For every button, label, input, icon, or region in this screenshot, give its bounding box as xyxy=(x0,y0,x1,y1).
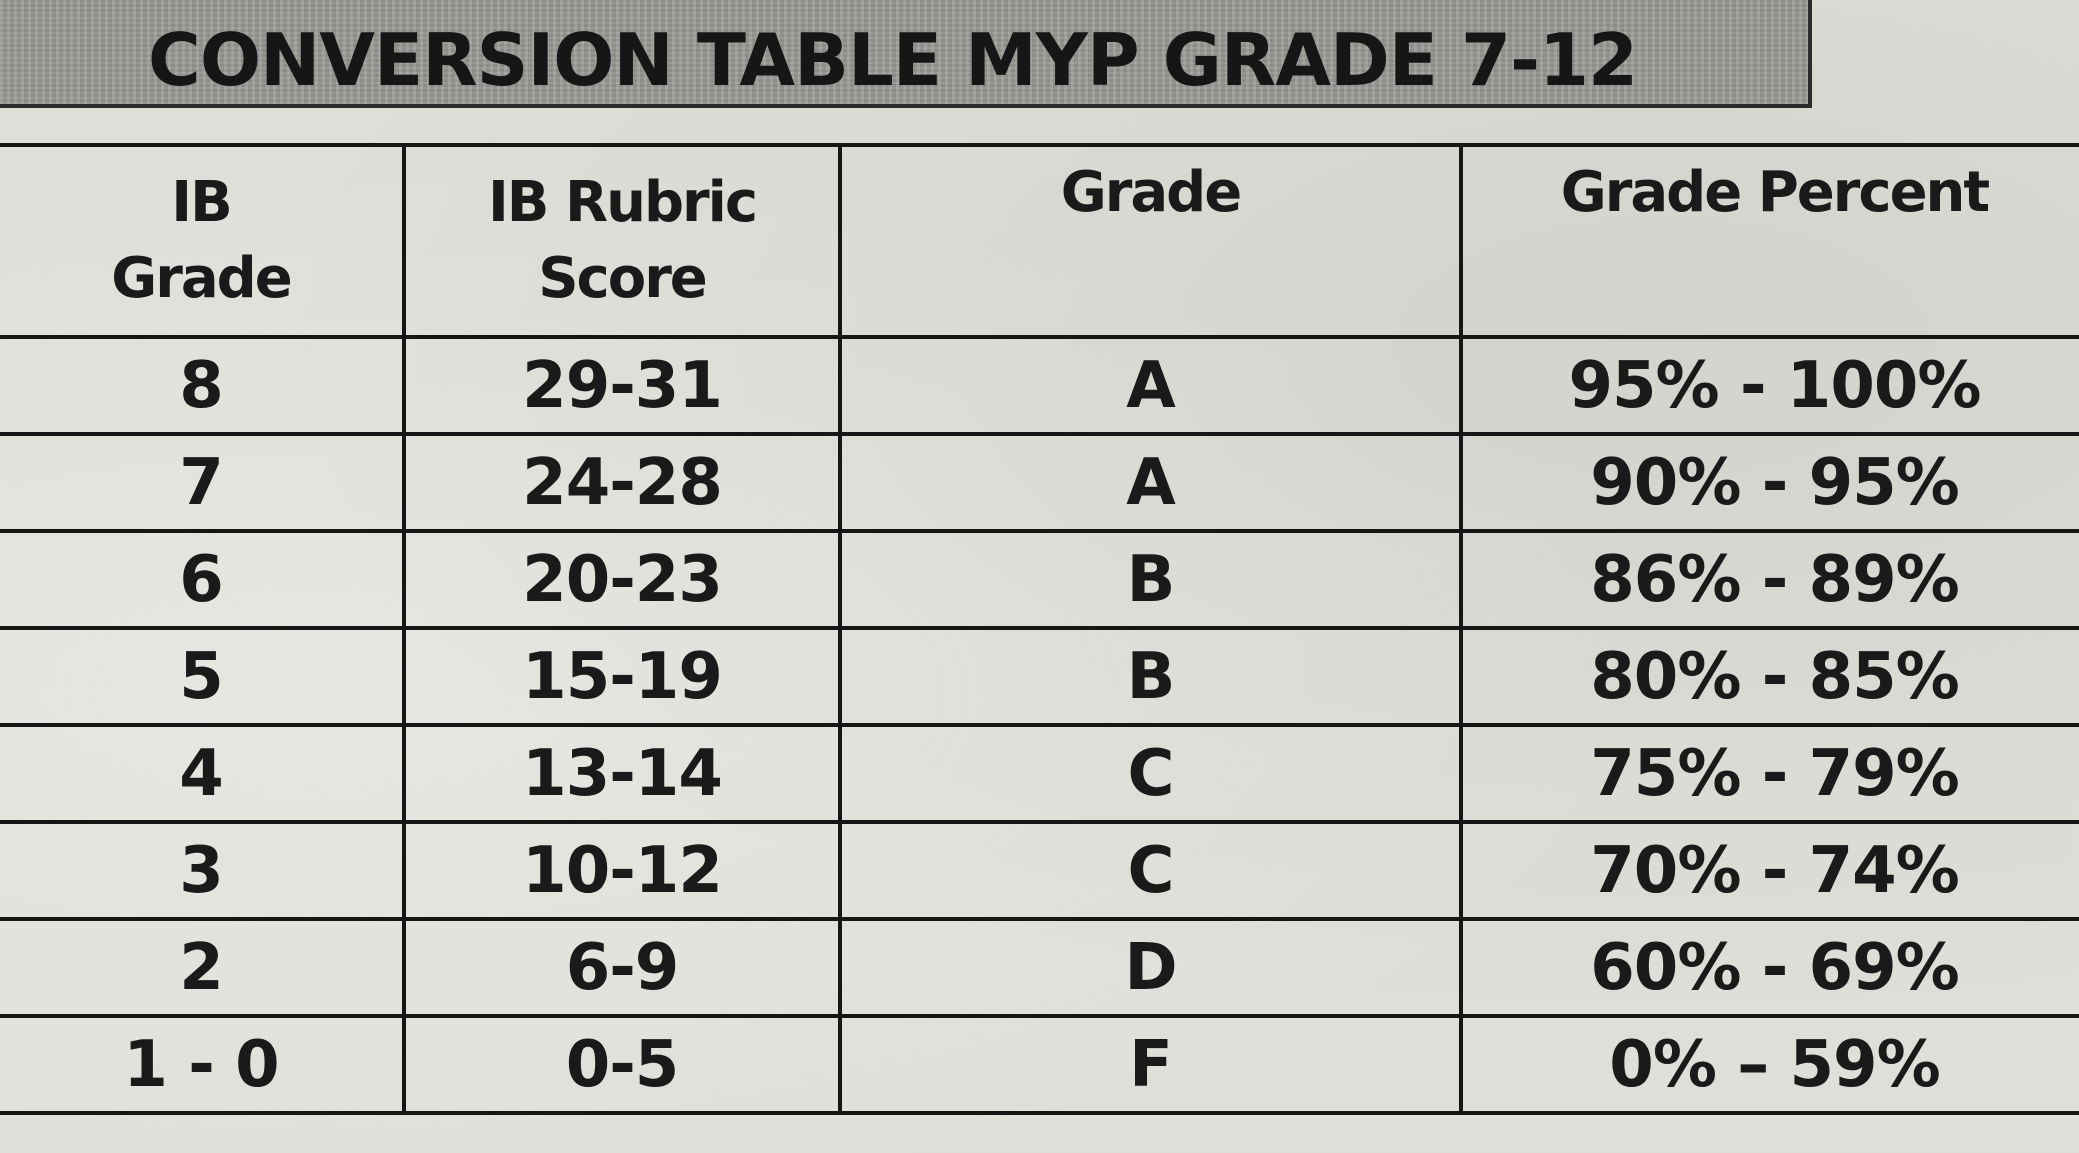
header-grade-percent: Grade Percent xyxy=(1459,143,2079,339)
header-ib-grade: IB Grade xyxy=(0,143,406,339)
page-title: CONVERSION TABLE MYP GRADE 7-12 xyxy=(148,18,1638,102)
cell-rubric-score: 6-9 xyxy=(402,917,842,1018)
cell-ib-grade: 5 xyxy=(0,626,406,727)
cell-rubric-score: 24-28 xyxy=(402,432,842,533)
cell-grade-percent: 60% - 69% xyxy=(1459,917,2079,1018)
conversion-table: IB Grade IB Rubric Score Grade Grade Per… xyxy=(0,143,2079,1115)
table-row: 1 - 0 0-5 F 0% – 59% xyxy=(0,1014,2079,1115)
cell-grade: F xyxy=(838,1014,1463,1115)
header-row: IB Grade IB Rubric Score Grade Grade Per… xyxy=(0,143,2079,339)
table-row: 7 24-28 A 90% - 95% xyxy=(0,432,2079,533)
table-body: 8 29-31 A 95% - 100% 7 24-28 A 90% - 95%… xyxy=(0,335,2079,1115)
cell-grade: A xyxy=(838,335,1463,436)
cell-grade-percent: 80% - 85% xyxy=(1459,626,2079,727)
cell-rubric-score: 29-31 xyxy=(402,335,842,436)
cell-grade-percent: 0% – 59% xyxy=(1459,1014,2079,1115)
cell-ib-grade: 7 xyxy=(0,432,406,533)
cell-rubric-score: 13-14 xyxy=(402,723,842,824)
cell-ib-grade: 1 - 0 xyxy=(0,1014,406,1115)
table-row: 6 20-23 B 86% - 89% xyxy=(0,529,2079,630)
cell-ib-grade: 2 xyxy=(0,917,406,1018)
cell-ib-grade: 4 xyxy=(0,723,406,824)
table-row: 2 6-9 D 60% - 69% xyxy=(0,917,2079,1018)
cell-ib-grade: 3 xyxy=(0,820,406,921)
header-ib-grade-line1: IB xyxy=(171,170,233,235)
cell-rubric-score: 0-5 xyxy=(402,1014,842,1115)
cell-grade: C xyxy=(838,723,1463,824)
header-ib-grade-line2: Grade xyxy=(111,246,292,311)
cell-grade: D xyxy=(838,917,1463,1018)
cell-grade-percent: 70% - 74% xyxy=(1459,820,2079,921)
cell-grade-percent: 86% - 89% xyxy=(1459,529,2079,630)
cell-grade: B xyxy=(838,529,1463,630)
table-row: 4 13-14 C 75% - 79% xyxy=(0,723,2079,824)
cell-grade-percent: 90% - 95% xyxy=(1459,432,2079,533)
cell-grade-percent: 95% - 100% xyxy=(1459,335,2079,436)
header-rubric-score-line1: IB Rubric xyxy=(487,170,758,235)
table-row: 5 15-19 B 80% - 85% xyxy=(0,626,2079,727)
cell-rubric-score: 10-12 xyxy=(402,820,842,921)
cell-grade: B xyxy=(838,626,1463,727)
cell-rubric-score: 15-19 xyxy=(402,626,842,727)
header-rubric-score-line2: Score xyxy=(538,246,708,311)
cell-ib-grade: 8 xyxy=(0,335,406,436)
header-rubric-score: IB Rubric Score xyxy=(402,143,842,339)
table-row: 3 10-12 C 70% - 74% xyxy=(0,820,2079,921)
cell-grade: C xyxy=(838,820,1463,921)
header-grade: Grade xyxy=(838,143,1463,339)
cell-grade-percent: 75% - 79% xyxy=(1459,723,2079,824)
cell-grade: A xyxy=(838,432,1463,533)
title-banner: CONVERSION TABLE MYP GRADE 7-12 xyxy=(0,0,1812,108)
cell-rubric-score: 20-23 xyxy=(402,529,842,630)
table-header: IB Grade IB Rubric Score Grade Grade Per… xyxy=(0,143,2079,339)
cell-ib-grade: 6 xyxy=(0,529,406,630)
table-row: 8 29-31 A 95% - 100% xyxy=(0,335,2079,436)
